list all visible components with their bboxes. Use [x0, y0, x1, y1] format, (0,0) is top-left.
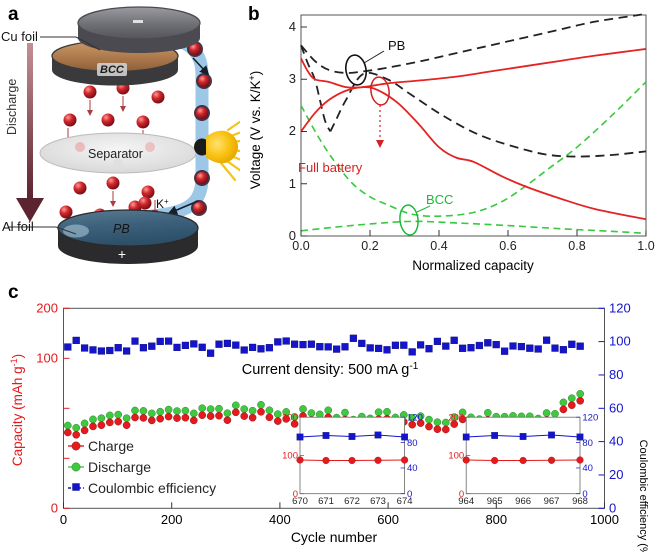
svg-text:0.0: 0.0	[292, 239, 309, 253]
svg-text:965: 965	[487, 496, 503, 507]
svg-text:80: 80	[582, 438, 593, 449]
svg-text:80: 80	[609, 367, 623, 382]
svg-text:Coulombic efficiency: Coulombic efficiency	[88, 480, 216, 496]
svg-text:Voltage (V vs. K/K+): Voltage (V vs. K/K+)	[247, 71, 263, 190]
svg-text:Discharge: Discharge	[88, 459, 151, 475]
svg-text:674: 674	[397, 496, 413, 507]
svg-text:Charge: Charge	[88, 438, 134, 454]
svg-text:968: 968	[572, 496, 588, 507]
svg-text:60: 60	[609, 401, 623, 416]
svg-text:600: 600	[377, 512, 399, 527]
svg-text:967: 967	[544, 496, 560, 507]
svg-text:200: 200	[161, 512, 183, 527]
svg-text:4: 4	[289, 19, 296, 34]
svg-text:Current density: 500 mA g-1: Current density: 500 mA g-1	[242, 361, 419, 379]
svg-text:100: 100	[448, 451, 464, 462]
svg-text:671: 671	[318, 496, 334, 507]
svg-text:0: 0	[51, 501, 58, 516]
svg-text:0.2: 0.2	[361, 239, 378, 253]
svg-text:400: 400	[269, 512, 291, 527]
svg-text:2: 2	[289, 123, 296, 138]
svg-text:200: 200	[36, 301, 58, 316]
svg-text:Cycle number: Cycle number	[291, 529, 378, 545]
svg-text:PB: PB	[388, 38, 405, 53]
svg-text:Capacity (mAh g-1): Capacity (mAh g-1)	[9, 354, 25, 466]
svg-text:Normalized capacity: Normalized capacity	[412, 258, 534, 273]
svg-text:100: 100	[36, 351, 58, 366]
svg-text:964: 964	[458, 496, 474, 507]
svg-text:3: 3	[289, 71, 296, 86]
svg-text:100: 100	[609, 334, 631, 349]
svg-text:0: 0	[60, 512, 67, 527]
svg-text:200: 200	[282, 413, 298, 424]
svg-text:966: 966	[515, 496, 531, 507]
svg-text:100: 100	[282, 451, 298, 462]
svg-text:40: 40	[609, 434, 623, 449]
svg-text:1000: 1000	[590, 512, 619, 527]
svg-text:Full battery: Full battery	[298, 160, 363, 175]
svg-text:673: 673	[370, 496, 386, 507]
svg-text:670: 670	[292, 496, 308, 507]
svg-text:0.6: 0.6	[499, 239, 516, 253]
svg-text:120: 120	[407, 413, 423, 424]
svg-text:0.4: 0.4	[430, 239, 447, 253]
svg-text:20: 20	[609, 467, 623, 482]
svg-text:120: 120	[582, 413, 598, 424]
svg-text:1: 1	[289, 176, 296, 191]
svg-text:40: 40	[582, 463, 593, 474]
svg-text:800: 800	[485, 512, 507, 527]
svg-text:120: 120	[609, 301, 631, 316]
svg-text:80: 80	[407, 438, 418, 449]
svg-text:BCC: BCC	[426, 192, 453, 207]
svg-text:0.8: 0.8	[568, 239, 585, 253]
svg-text:1.0: 1.0	[637, 239, 654, 253]
svg-text:40: 40	[407, 463, 418, 474]
svg-text:Coulombic efficiency (%): Coulombic efficiency (%)	[637, 440, 649, 552]
svg-text:200: 200	[448, 413, 464, 424]
svg-text:672: 672	[344, 496, 360, 507]
